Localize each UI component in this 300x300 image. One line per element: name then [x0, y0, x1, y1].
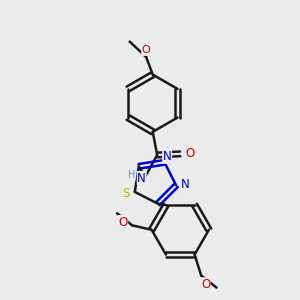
- Text: N: N: [181, 178, 190, 191]
- Text: S: S: [122, 187, 130, 200]
- Text: H: H: [128, 170, 135, 180]
- Text: N: N: [137, 172, 146, 184]
- Text: O: O: [185, 147, 194, 161]
- Text: N: N: [163, 150, 172, 163]
- Text: O: O: [201, 278, 210, 291]
- Text: O: O: [118, 216, 128, 229]
- Text: O: O: [142, 45, 151, 56]
